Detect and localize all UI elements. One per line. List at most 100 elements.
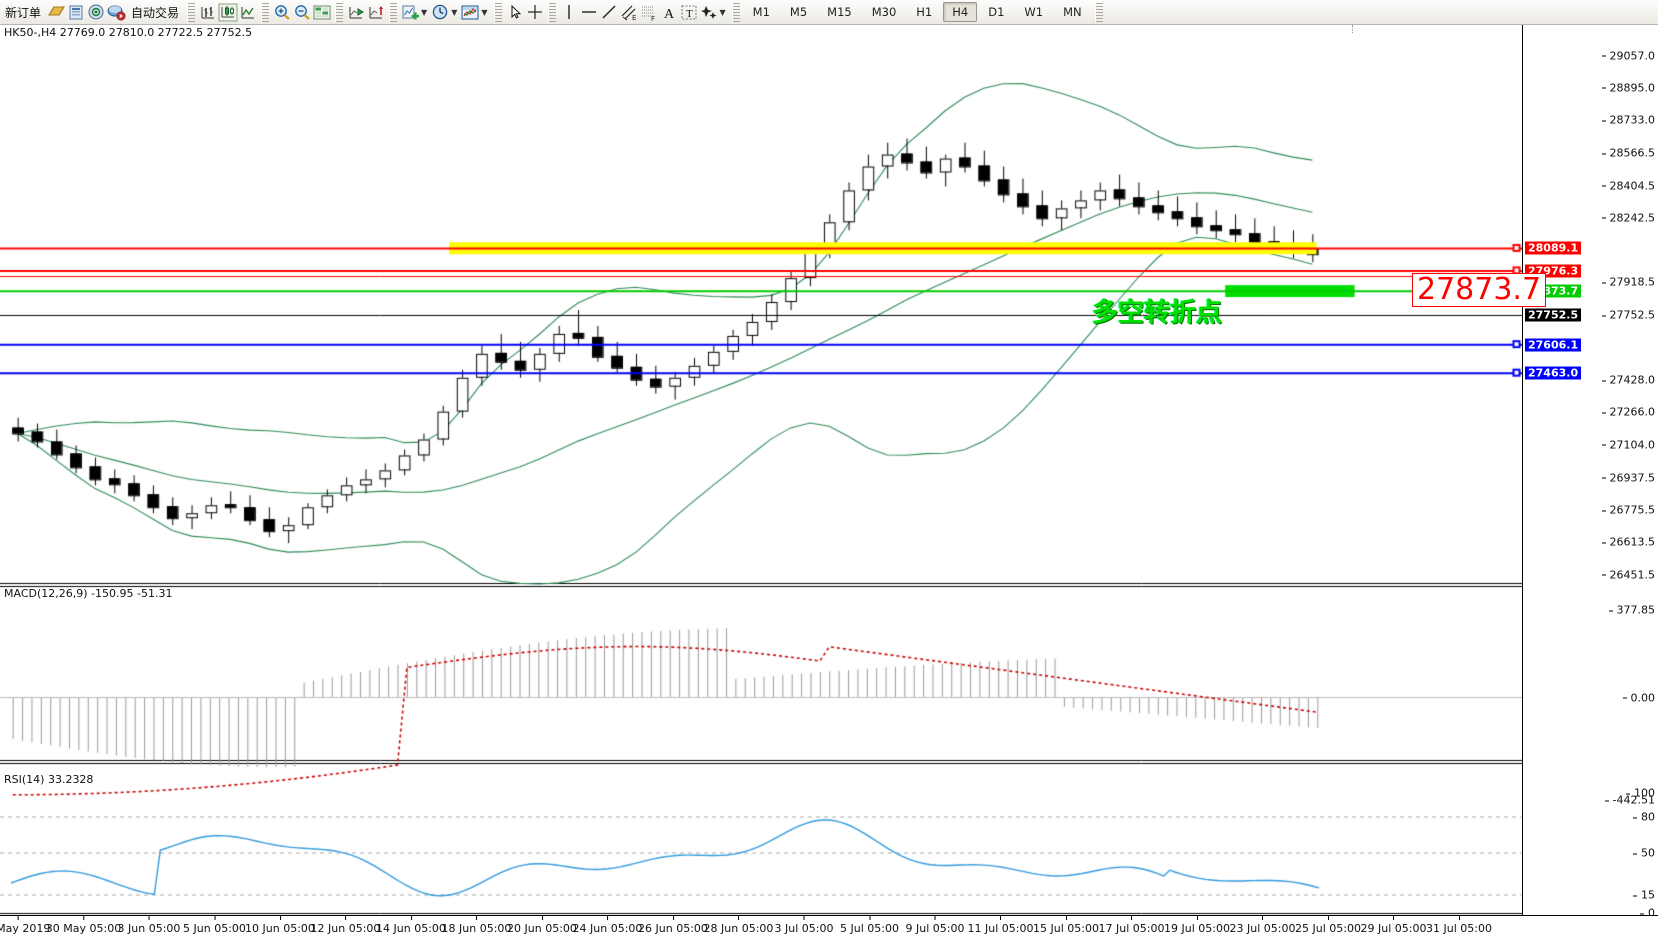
price-tick: 28566.5 (1601, 146, 1655, 160)
new-order-button[interactable]: 新订单 (0, 1, 46, 24)
timeframe-m15[interactable]: M15 (827, 5, 852, 19)
toolbar-separator (1094, 2, 1103, 22)
line-chart-icon[interactable] (238, 3, 258, 22)
timeframe-h1[interactable]: H1 (916, 5, 933, 19)
date-tick: 17 Jul 05:00 (1098, 915, 1165, 935)
chart-window: HK50-,H4 27769.0 27810.0 27722.5 27752.5… (0, 25, 1658, 943)
date-tick: 26 Jun 05:00 (638, 915, 708, 935)
chevron-down-icon[interactable]: ▼ (719, 7, 726, 17)
date-tick: 11 Jul 05:00 (967, 915, 1034, 935)
symbol-ohlc-label: HK50-,H4 27769.0 27810.0 27722.5 27752.5 (4, 26, 253, 39)
price-tick: 27428.0 (1601, 373, 1655, 387)
macd-tick: 0.00 (1622, 691, 1655, 704)
horizontal-line-icon[interactable] (579, 3, 599, 22)
new-order-label: 新订单 (5, 5, 42, 20)
tile-windows-icon[interactable] (312, 3, 332, 22)
timeframe-h4[interactable]: H4 (943, 2, 978, 22)
price-tick: 29057.0 (1601, 49, 1655, 63)
date-tick: 31 Jul 05:00 (1426, 915, 1492, 935)
macd-tick: -442.51 (1604, 793, 1655, 807)
rsi-tick: 100 (1626, 786, 1655, 800)
svg-text:E: E (632, 14, 636, 22)
folder-icon[interactable] (46, 3, 66, 22)
templates-icon[interactable] (460, 3, 480, 22)
signals-icon[interactable] (86, 3, 106, 22)
cursor-icon[interactable] (505, 3, 525, 22)
price-badge-support[interactable]: 27463.0 (1525, 366, 1582, 380)
macd-indicator-label: MACD(12,26,9) -150.95 -51.31 (4, 587, 173, 600)
date-tick: 29 Jul 05:00 (1360, 915, 1427, 935)
toolbar-separator (389, 2, 398, 22)
autotrade-label: 自动交易 (131, 5, 180, 20)
date-tick: 30 May 05:00 (45, 915, 122, 935)
svg-text:T: T (686, 8, 693, 20)
main-toolbar: 新订单 自动交易 ▼ (0, 0, 1658, 25)
toolbar-separator (187, 2, 196, 22)
date-tick: 18 Jun 05:00 (441, 915, 512, 935)
period-icon[interactable] (430, 3, 450, 22)
date-tick: 3 Jul 05:00 (774, 915, 834, 935)
price-tick: 27266.0 (1601, 405, 1655, 419)
price-badge-support[interactable]: 27606.1 (1525, 338, 1582, 352)
timeframe-m5[interactable]: M5 (789, 5, 808, 19)
timeframe-m1[interactable]: M1 (752, 5, 770, 19)
zoom-in-icon[interactable] (272, 3, 292, 22)
crosshair-icon[interactable] (525, 3, 545, 22)
date-tick: 3 Jun 05:00 (117, 915, 181, 935)
toolbar-separator (493, 2, 502, 22)
date-tick: 8 May 2019 (0, 915, 50, 935)
svg-text:F: F (651, 15, 655, 22)
chart-shift-icon[interactable] (346, 3, 366, 22)
date-tick: 20 Jun 05:00 (507, 915, 577, 935)
fibonacci-retracement-icon[interactable]: F (639, 3, 659, 22)
price-axis[interactable]: 29057.0 28895.0 28733.0 28566.5 28404.5 28242… (1522, 25, 1658, 920)
timeframe-w1[interactable]: W1 (1024, 5, 1044, 19)
terminal-icon[interactable] (66, 3, 86, 22)
zoom-out-icon[interactable] (292, 3, 312, 22)
autotrade-icon[interactable] (106, 3, 126, 22)
price-badge-resistance[interactable]: 28089.1 (1525, 241, 1582, 255)
date-tick: 19 Jul 05:00 (1164, 915, 1230, 935)
candlestick-chart-icon[interactable] (218, 3, 238, 22)
timeframe-m30[interactable]: M30 (871, 5, 897, 19)
trendline-icon[interactable] (599, 3, 619, 22)
vertical-line-icon[interactable] (559, 3, 579, 22)
rsi-tick: 0 (1640, 906, 1655, 920)
bar-chart-icon[interactable] (198, 3, 218, 22)
text-icon[interactable]: A (659, 3, 679, 22)
objects-list-icon[interactable] (699, 3, 719, 22)
date-tick: 24 Jun 05:00 (572, 915, 643, 935)
price-tick: 28242.5 (1601, 211, 1655, 225)
price-badge-bid[interactable]: 27752.5 (1525, 308, 1582, 322)
price-tick: 27918.5 (1601, 275, 1655, 289)
price-tick: 27104.0 (1601, 438, 1655, 452)
date-tick: 28 Jun 05:00 (703, 915, 774, 935)
rsi-tick: 80 (1633, 810, 1655, 824)
toolbar-separator (731, 2, 740, 22)
date-tick: 12 Jun 05:00 (310, 915, 381, 935)
date-tick: 5 Jul 05:00 (840, 915, 899, 935)
chevron-down-icon[interactable]: ▼ (421, 7, 428, 17)
chart-annotation-text: 多空转折点 (1092, 298, 1223, 328)
add-indicator-icon[interactable] (400, 3, 420, 22)
timeframe-group: M1 M5 M15 M30 H1 H4 D1 W1 MN (743, 2, 1092, 22)
price-tick: 26613.5 (1601, 535, 1655, 549)
timeframe-mn[interactable]: MN (1063, 5, 1082, 19)
timeframe-d1[interactable]: D1 (988, 5, 1005, 19)
auto-scroll-icon[interactable] (366, 3, 386, 22)
text-label-icon[interactable]: T (679, 3, 699, 22)
equidistant-channel-icon[interactable]: E (619, 3, 639, 22)
chevron-down-icon[interactable]: ▼ (451, 7, 458, 17)
price-tick: 27752.5 (1601, 308, 1655, 322)
chart-plot-area[interactable]: HK50-,H4 27769.0 27810.0 27722.5 27752.5… (0, 25, 1522, 915)
date-tick: 9 Jul 05:00 (905, 915, 965, 935)
rsi-tick: 50 (1633, 846, 1655, 860)
price-tick: 26451.5 (1601, 568, 1655, 582)
chevron-down-icon[interactable]: ▼ (481, 7, 488, 17)
date-tick: 5 Jun 05:00 (183, 915, 246, 935)
chart-canvas[interactable] (0, 25, 1522, 915)
autotrade-button[interactable]: 自动交易 (126, 1, 184, 24)
svg-text:A: A (664, 7, 675, 22)
price-tick: 28895.0 (1601, 81, 1655, 95)
